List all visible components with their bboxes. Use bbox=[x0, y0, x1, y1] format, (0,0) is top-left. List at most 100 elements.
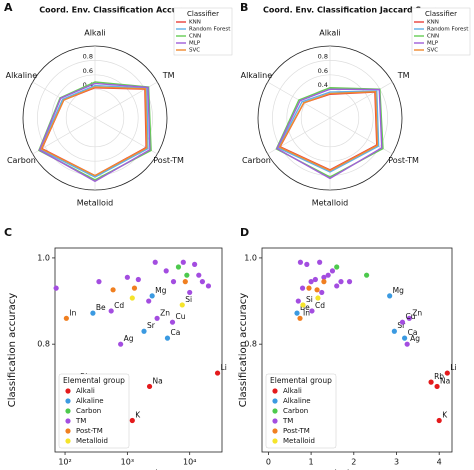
point bbox=[110, 287, 116, 293]
point-label: Na bbox=[153, 376, 163, 385]
point bbox=[146, 298, 152, 304]
point bbox=[90, 310, 96, 316]
point bbox=[199, 279, 206, 285]
point bbox=[192, 261, 198, 267]
point bbox=[314, 287, 320, 293]
point bbox=[297, 259, 304, 265]
radar-line bbox=[39, 84, 149, 178]
point bbox=[164, 335, 171, 341]
point bbox=[434, 383, 440, 390]
category-label: Carbon bbox=[7, 156, 36, 165]
plot-frame bbox=[261, 247, 453, 453]
panel-label: C bbox=[4, 226, 12, 239]
point bbox=[319, 289, 325, 296]
point bbox=[325, 272, 331, 278]
point bbox=[402, 335, 408, 341]
point-label: Cu bbox=[176, 312, 186, 321]
x-tick-label: 0 bbox=[266, 458, 271, 467]
point bbox=[317, 259, 323, 265]
chart-title: Coord. Env. Classification Jaccard Score bbox=[263, 6, 441, 15]
point bbox=[179, 302, 185, 308]
panel-label: A bbox=[4, 1, 13, 14]
point-label: Ca bbox=[408, 328, 418, 337]
category-label: Metalloid bbox=[312, 199, 349, 208]
chart-title: Coord. Env. Classification Accuracy bbox=[39, 6, 197, 15]
point-label: Zn bbox=[160, 308, 170, 317]
radar-line bbox=[278, 90, 379, 172]
point-label: Ag bbox=[124, 334, 134, 343]
point bbox=[169, 319, 176, 325]
legend-marker bbox=[65, 428, 71, 434]
legend-label: Metalloid bbox=[283, 437, 315, 445]
point bbox=[299, 285, 306, 291]
legend-marker bbox=[65, 408, 71, 414]
point bbox=[96, 279, 102, 285]
legend-label: Alkaline bbox=[283, 397, 311, 405]
legend-label: KNN bbox=[189, 20, 201, 26]
spoke bbox=[329, 81, 393, 119]
point-label: Be bbox=[96, 303, 106, 312]
point bbox=[308, 279, 314, 285]
point bbox=[118, 341, 124, 347]
point bbox=[131, 285, 138, 291]
legend-marker bbox=[272, 388, 278, 394]
point bbox=[163, 268, 169, 274]
plot-frame bbox=[54, 247, 223, 453]
point bbox=[406, 315, 412, 321]
point bbox=[300, 302, 306, 308]
r-tick-label: 0.8 bbox=[318, 52, 328, 60]
point bbox=[338, 279, 344, 285]
point bbox=[141, 328, 147, 334]
point bbox=[63, 315, 69, 321]
legend-label: TM bbox=[75, 417, 86, 425]
point bbox=[329, 268, 336, 274]
point bbox=[184, 272, 190, 278]
point bbox=[321, 279, 327, 285]
legend-title: Elemental group bbox=[63, 376, 125, 385]
point bbox=[304, 261, 310, 267]
point-label: In bbox=[303, 308, 310, 317]
point bbox=[444, 370, 450, 376]
legend-label: SVC bbox=[189, 48, 200, 54]
legend-label: KNN bbox=[427, 20, 439, 26]
point-label: Sr bbox=[397, 321, 406, 330]
point bbox=[152, 259, 158, 265]
x-tick-label: 4 bbox=[437, 458, 442, 467]
point bbox=[436, 417, 442, 424]
point bbox=[404, 341, 410, 347]
point-label: Zn bbox=[412, 308, 422, 317]
legend-box bbox=[411, 7, 471, 56]
point bbox=[124, 274, 130, 280]
legend-label: Post-TM bbox=[283, 427, 310, 435]
legend-marker bbox=[65, 418, 71, 424]
point bbox=[170, 279, 177, 285]
point bbox=[135, 276, 141, 283]
point-label: Ca bbox=[170, 328, 180, 337]
point-label: Si bbox=[185, 295, 192, 304]
legend-label: Carbon bbox=[283, 407, 308, 415]
y-tick-label: 1.0 bbox=[244, 253, 257, 262]
category-label: Post-TM bbox=[153, 156, 184, 165]
point-label: Si bbox=[306, 295, 313, 304]
legend-marker bbox=[65, 398, 71, 404]
legend-label: CNN bbox=[189, 34, 201, 40]
point-label: Ag bbox=[410, 334, 420, 343]
r-tick-label: 0.4 bbox=[318, 81, 328, 89]
legend-marker bbox=[272, 398, 278, 404]
category-label: Alkali bbox=[319, 29, 341, 38]
legend-marker bbox=[65, 388, 71, 394]
spoke bbox=[32, 117, 96, 155]
point bbox=[334, 264, 340, 270]
x-tick-label: 1 bbox=[309, 458, 314, 467]
legend-label: MLP bbox=[189, 41, 201, 47]
legend-label: TM bbox=[282, 417, 293, 425]
category-label: Alkaline bbox=[241, 71, 273, 80]
x-tick-label: 2 bbox=[351, 458, 356, 467]
category-label: Alkali bbox=[84, 29, 106, 38]
legend-marker bbox=[65, 438, 71, 444]
legend-marker bbox=[272, 428, 278, 434]
legend-label: Alkali bbox=[76, 387, 95, 395]
point bbox=[146, 383, 153, 390]
point bbox=[154, 315, 160, 321]
